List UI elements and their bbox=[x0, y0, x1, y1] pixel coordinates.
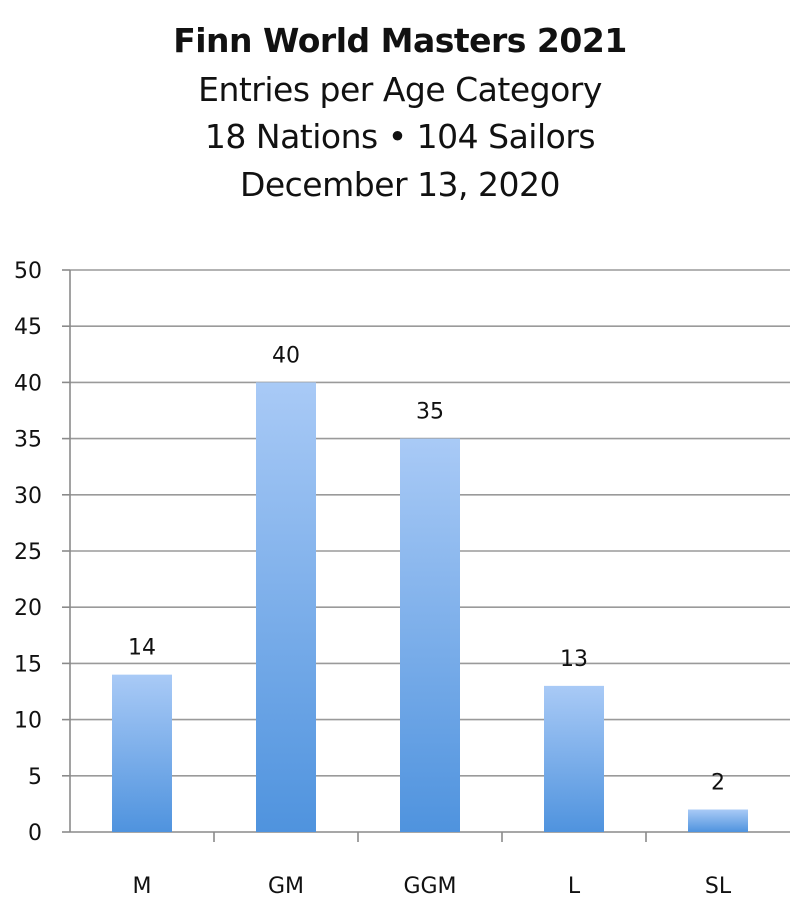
data-label-ggm: 35 bbox=[416, 400, 444, 425]
y-tick-label: 5 bbox=[28, 765, 42, 790]
category-label-gm: GM bbox=[268, 874, 304, 899]
y-tick-label: 20 bbox=[14, 596, 42, 621]
bar-m bbox=[112, 674, 172, 832]
bar-sl bbox=[688, 809, 748, 832]
y-tick-label: 0 bbox=[28, 821, 42, 846]
chart-title: Finn World Masters 2021 bbox=[173, 21, 627, 60]
y-tick-label: 40 bbox=[14, 371, 42, 396]
category-label-l: L bbox=[568, 874, 581, 899]
bar-ggm bbox=[400, 438, 460, 832]
data-label-sl: 2 bbox=[711, 771, 725, 796]
category-label-sl: SL bbox=[705, 874, 732, 899]
y-tick-label: 35 bbox=[14, 428, 42, 453]
y-tick-label: 25 bbox=[14, 540, 42, 565]
category-label-ggm: GGM bbox=[403, 874, 456, 899]
data-label-m: 14 bbox=[128, 636, 156, 661]
chart-date: December 13, 2020 bbox=[239, 165, 561, 204]
y-tick-label: 10 bbox=[14, 709, 42, 734]
y-tick-label: 50 bbox=[14, 259, 42, 284]
category-label-m: M bbox=[133, 874, 152, 899]
bars bbox=[112, 382, 748, 832]
chart-stats: 18 Nations • 104 Sailors bbox=[204, 117, 596, 156]
labels: 0 5 10 15 20 25 30 35 40 45 50 14 M 40 GM 35 GGM 13 L 2 SL bbox=[14, 259, 732, 899]
y-tick-label: 15 bbox=[14, 652, 42, 677]
bar-gm bbox=[256, 382, 316, 832]
y-tick-label: 45 bbox=[14, 315, 42, 340]
bar-l bbox=[544, 685, 604, 832]
chart-subtitle: Entries per Age Category bbox=[198, 70, 602, 109]
data-label-l: 13 bbox=[560, 647, 588, 672]
y-tick-label: 30 bbox=[14, 484, 42, 509]
data-label-gm: 40 bbox=[272, 343, 300, 368]
